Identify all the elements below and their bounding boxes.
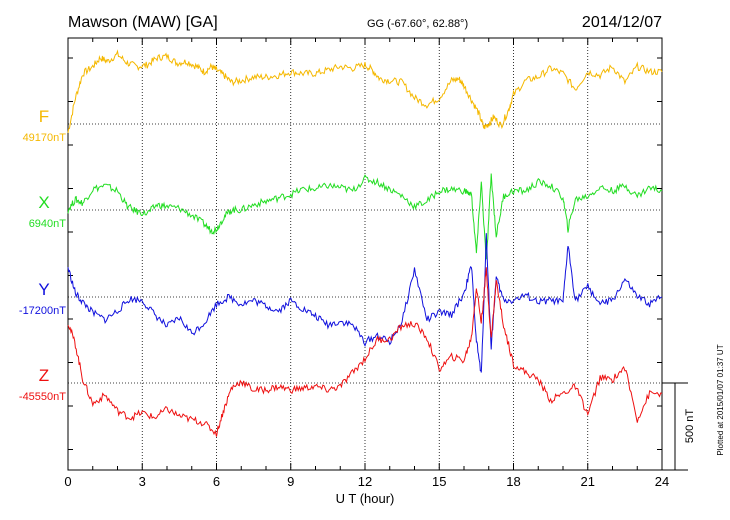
series-line-y [67, 233, 663, 373]
coordinates-label: GG (-67.60°, 62.88°) [367, 18, 468, 30]
series-baseline-y: -17200nT [19, 305, 66, 317]
series-name-f: F [39, 107, 49, 126]
series-lines [67, 49, 663, 437]
series-line-f [67, 49, 663, 133]
scale-bar: 500 nT [662, 382, 696, 471]
x-tick-label: 18 [506, 474, 520, 489]
series-name-y: Y [38, 280, 49, 299]
x-tick-label: 3 [139, 474, 146, 489]
series-baseline-x: 6940nT [29, 218, 67, 230]
x-tick-label: 9 [287, 474, 294, 489]
series-line-x [67, 173, 663, 260]
series-name-z: Z [39, 366, 49, 385]
x-tick-label: 21 [581, 474, 595, 489]
x-tick-label: 24 [655, 474, 669, 489]
x-axis-label: U T (hour) [336, 491, 395, 506]
grid [68, 38, 662, 470]
series-line-z [67, 267, 663, 437]
series-baseline-f: 49170nT [23, 132, 67, 144]
x-tick-label: 0 [64, 474, 71, 489]
series-baseline-z: -45550nT [19, 391, 66, 403]
axes: 0 3 6 9 12 15 18 21 24 [64, 37, 669, 489]
scale-bar-label: 500 nT [684, 409, 696, 444]
series-name-x: X [38, 193, 49, 212]
x-tick-label: 15 [432, 474, 446, 489]
station-title: Mawson (MAW) [GA] [68, 14, 218, 31]
x-tick-label: 6 [213, 474, 220, 489]
date-label: 2014/12/07 [582, 14, 662, 31]
x-tick-label: 12 [358, 474, 372, 489]
plotted-note: Plotted at 2015/01/07 01:37 UT [716, 344, 725, 455]
series-labels: F 49170nT X 6940nT Y -17200nT Z -45550nT [19, 107, 66, 403]
